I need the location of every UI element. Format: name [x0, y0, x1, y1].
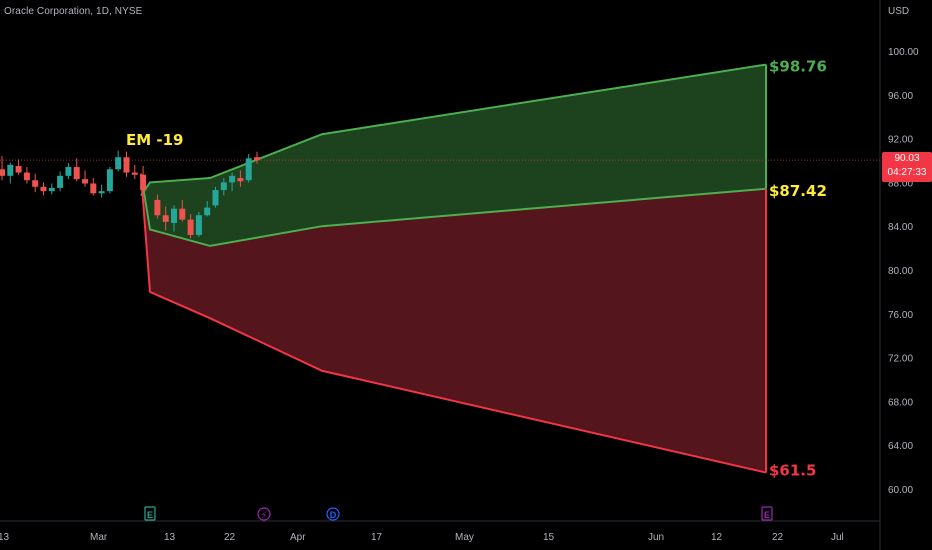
lower-move-line	[140, 173, 767, 474]
x-tick-label: Jul	[831, 532, 844, 543]
bar-countdown: 04:27:33	[887, 167, 927, 178]
em-label: EM -19	[126, 131, 184, 149]
current-price-badge: 90.03 04:27:33	[882, 152, 932, 182]
lower-target-label: $61.5	[769, 462, 816, 480]
y-tick-label: 60.00	[888, 485, 913, 496]
event-marker-label: E	[764, 510, 770, 520]
candle-body	[7, 164, 14, 176]
candle-body	[187, 219, 194, 235]
candle-body	[254, 157, 260, 161]
x-tick-label: 22	[224, 532, 236, 543]
x-tick-label: 22	[772, 532, 784, 543]
middle-target-label: $87.42	[769, 182, 827, 200]
x-tick-label: 13	[0, 532, 10, 543]
event-marker-shape	[144, 506, 156, 521]
upper-move-band	[141, 64, 766, 246]
candle-body	[23, 172, 30, 181]
candle-body	[245, 158, 252, 181]
event-marker-label: D	[330, 510, 337, 520]
candle-body	[15, 165, 22, 173]
candle-body	[212, 190, 219, 206]
candle-body	[220, 182, 227, 191]
candle-body	[154, 199, 161, 216]
dividend-icon[interactable]: D	[326, 507, 340, 521]
candle-body	[131, 172, 138, 175]
candle-body	[57, 175, 64, 188]
y-tick-label: 96.00	[888, 91, 913, 102]
candle-body	[140, 174, 147, 191]
y-tick-label: 72.00	[888, 354, 913, 365]
candle-body	[204, 207, 211, 216]
candle-body	[73, 167, 80, 180]
x-tick-label: 15	[543, 532, 555, 543]
candle-body	[237, 178, 244, 182]
lower-move-band	[141, 173, 766, 473]
candle-body	[162, 215, 169, 222]
event-marker-shape	[326, 507, 340, 521]
candle-body	[171, 208, 177, 223]
x-tick-label: 13	[164, 532, 176, 543]
candle-body	[65, 167, 72, 176]
y-tick-label: 80.00	[888, 266, 913, 277]
candle-body	[0, 169, 5, 176]
x-tick-label: Apr	[290, 532, 306, 543]
upper-target-label: $98.76	[769, 58, 827, 76]
event-marker-label: E	[147, 510, 153, 520]
split-icon[interactable]: ⚡	[257, 507, 271, 521]
candle-body	[106, 169, 113, 192]
candle-body	[48, 187, 55, 192]
candle-body	[123, 157, 130, 173]
candle-body	[32, 180, 39, 187]
candle-body	[98, 191, 105, 194]
chart-title: Oracle Corporation, 1D, NYSE	[4, 6, 143, 17]
x-tick-label: Mar	[90, 532, 108, 543]
currency-label: USD	[888, 6, 910, 17]
y-tick-label: 100.00	[888, 47, 919, 58]
y-tick-label: 92.00	[888, 135, 913, 146]
candle-body	[82, 179, 88, 184]
x-tick-label: 17	[371, 532, 383, 543]
candle-body	[115, 157, 122, 170]
y-tick-label: 68.00	[888, 397, 913, 408]
y-tick-label: 84.00	[888, 222, 913, 233]
y-tick-label: 64.00	[888, 441, 913, 452]
candle-body	[179, 208, 186, 220]
event-marker-label: ⚡	[261, 510, 267, 520]
earnings-icon[interactable]: E	[144, 506, 156, 521]
x-tick-label: Jun	[648, 532, 664, 543]
upper-move-line	[140, 63, 767, 197]
x-tick-label: May	[455, 532, 474, 543]
x-tick-label: 12	[711, 532, 723, 543]
candle-body	[229, 175, 236, 183]
middle-move-line	[140, 173, 767, 247]
event-marker-shape	[761, 506, 773, 521]
event-marker-shape	[257, 507, 271, 521]
candle-body	[195, 215, 202, 235]
y-tick-label: 88.00	[888, 178, 913, 189]
candle-body	[90, 183, 97, 194]
y-tick-label: 76.00	[888, 310, 913, 321]
current-price-value: 90.03	[894, 153, 920, 164]
earnings-icon[interactable]: E	[761, 506, 773, 521]
candle-body	[40, 186, 47, 192]
